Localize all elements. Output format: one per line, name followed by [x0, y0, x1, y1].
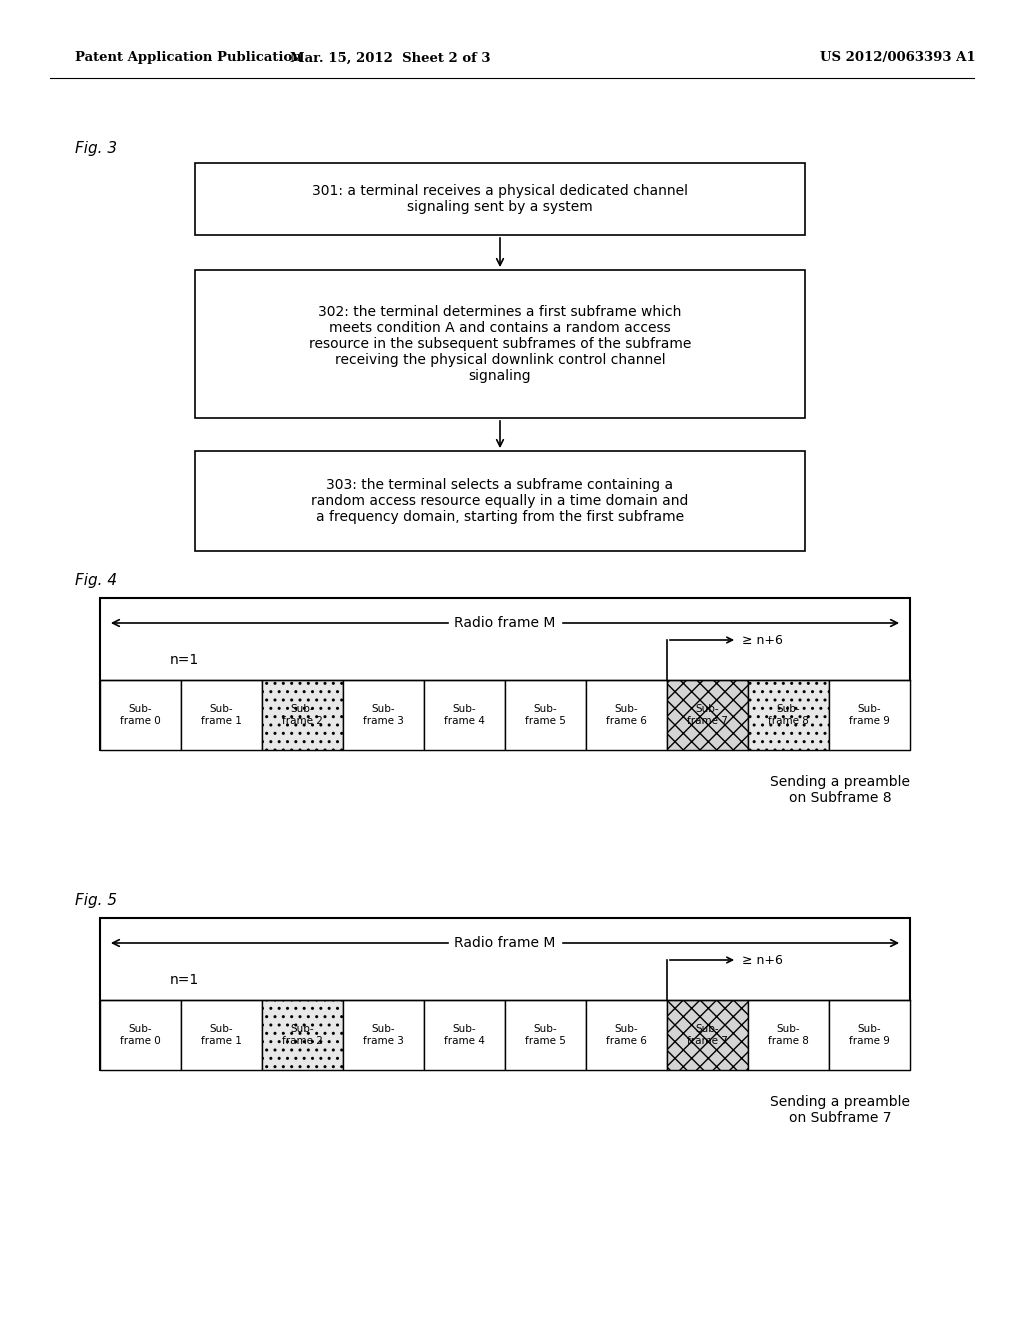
Text: Sub-
frame 7: Sub- frame 7 [687, 704, 728, 726]
Bar [181, 1001, 262, 1071]
Text: n=1: n=1 [170, 653, 200, 667]
Bar [262, 1001, 343, 1071]
Text: Sub-
frame 0: Sub- frame 0 [120, 704, 161, 726]
Bar [667, 680, 748, 750]
Text: Mar. 15, 2012  Sheet 2 of 3: Mar. 15, 2012 Sheet 2 of 3 [290, 51, 490, 65]
Text: Sub-
frame 5: Sub- frame 5 [525, 704, 566, 726]
Bar [343, 1001, 424, 1071]
Text: Sub-
frame 8: Sub- frame 8 [768, 704, 809, 726]
Text: Patent Application Publication: Patent Application Publication [75, 51, 302, 65]
Bar [100, 598, 910, 750]
Text: Fig. 4: Fig. 4 [75, 573, 117, 587]
Bar [262, 680, 343, 750]
Text: Sub-
frame 1: Sub- frame 1 [201, 704, 242, 726]
Text: Sub-
frame 9: Sub- frame 9 [849, 1024, 890, 1045]
Text: Sub-
frame 5: Sub- frame 5 [525, 1024, 566, 1045]
Text: ≥ n+6: ≥ n+6 [742, 634, 783, 647]
Bar [100, 917, 910, 1071]
Text: Sub-
frame 4: Sub- frame 4 [444, 1024, 485, 1045]
Text: Sub-
frame 1: Sub- frame 1 [201, 1024, 242, 1045]
Bar [829, 1001, 910, 1071]
Text: Sub-
frame 7: Sub- frame 7 [687, 1024, 728, 1045]
Text: 301: a terminal receives a physical dedicated channel
signaling sent by a system: 301: a terminal receives a physical dedi… [312, 183, 688, 214]
Text: Sending a preamble
on Subframe 8: Sending a preamble on Subframe 8 [770, 775, 910, 805]
Text: ≥ n+6: ≥ n+6 [742, 953, 783, 966]
Text: Sending a preamble
on Subframe 7: Sending a preamble on Subframe 7 [770, 1094, 910, 1125]
Bar [195, 162, 805, 235]
Bar [195, 451, 805, 550]
Bar [667, 1001, 748, 1071]
Bar [748, 1001, 829, 1071]
Text: Fig. 5: Fig. 5 [75, 892, 117, 908]
Text: 302: the terminal determines a first subframe which
meets condition A and contai: 302: the terminal determines a first sub… [309, 305, 691, 383]
Bar [181, 680, 262, 750]
Text: Radio frame M: Radio frame M [455, 616, 556, 630]
Bar [586, 1001, 667, 1071]
Text: Sub-
frame 8: Sub- frame 8 [768, 1024, 809, 1045]
Bar [100, 680, 181, 750]
Text: Sub-
frame 4: Sub- frame 4 [444, 704, 485, 726]
Text: US 2012/0063393 A1: US 2012/0063393 A1 [820, 51, 976, 65]
Text: Radio frame M: Radio frame M [455, 936, 556, 950]
Bar [343, 680, 424, 750]
Text: Sub-
frame 6: Sub- frame 6 [606, 1024, 647, 1045]
Text: n=1: n=1 [170, 973, 200, 987]
Bar [195, 271, 805, 418]
Bar [829, 680, 910, 750]
Bar [424, 680, 505, 750]
Text: Sub-
frame 2: Sub- frame 2 [282, 1024, 323, 1045]
Bar [424, 1001, 505, 1071]
Text: 303: the terminal selects a subframe containing a
random access resource equally: 303: the terminal selects a subframe con… [311, 478, 689, 524]
Text: Sub-
frame 6: Sub- frame 6 [606, 704, 647, 726]
Text: Sub-
frame 0: Sub- frame 0 [120, 1024, 161, 1045]
Bar [505, 1001, 586, 1071]
Text: Sub-
frame 3: Sub- frame 3 [364, 704, 403, 726]
Bar [505, 680, 586, 750]
Text: Sub-
frame 3: Sub- frame 3 [364, 1024, 403, 1045]
Bar [100, 1001, 181, 1071]
Text: Sub-
frame 9: Sub- frame 9 [849, 704, 890, 726]
Text: Fig. 3: Fig. 3 [75, 140, 117, 156]
Text: Sub-
frame 2: Sub- frame 2 [282, 704, 323, 726]
Bar [586, 680, 667, 750]
Bar [748, 680, 829, 750]
